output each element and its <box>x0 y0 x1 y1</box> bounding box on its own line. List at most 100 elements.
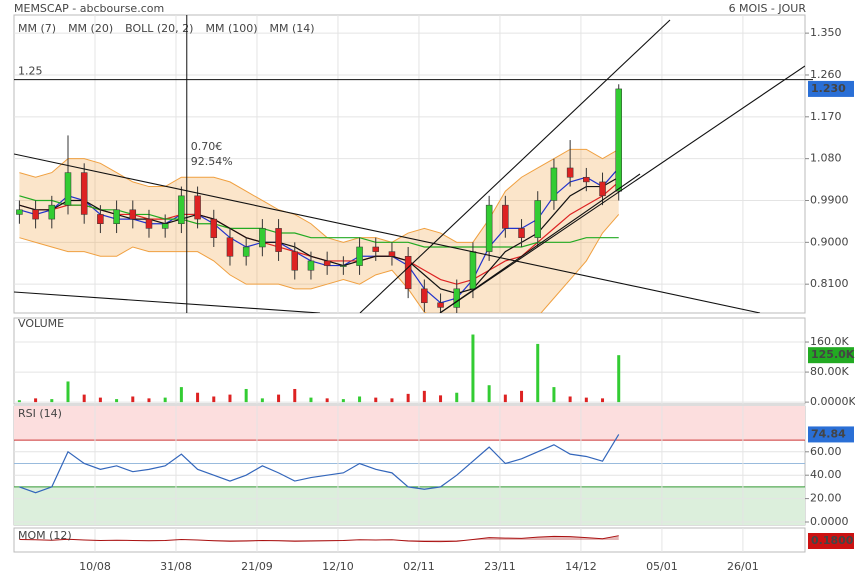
panel-title: VOLUME <box>18 317 64 330</box>
volume-bar <box>520 390 524 403</box>
volume-bar <box>179 387 183 403</box>
candle-body <box>453 288 460 308</box>
hline-label: 1.25 <box>18 65 43 78</box>
trend-line <box>439 65 805 313</box>
bollinger-upper <box>19 148 619 243</box>
candle-body <box>194 195 201 220</box>
candle-body <box>242 246 250 257</box>
y-tick-label: 160.0K <box>810 335 849 348</box>
y-tick-label: 1.260 <box>810 68 842 81</box>
x-tick-label: 14/12 <box>565 560 597 573</box>
overbought-zone <box>14 406 805 441</box>
candle-body <box>129 209 137 220</box>
volume-plot <box>17 334 621 403</box>
x-tick-label: 31/08 <box>160 560 192 573</box>
candle-body <box>356 246 363 266</box>
candle-body <box>583 176 590 183</box>
y-tick-label: 0.0000K <box>810 395 855 408</box>
candle-body <box>291 251 299 271</box>
y-tick-label: 1.080 <box>810 152 842 165</box>
volume-bar <box>17 400 21 403</box>
volume-bar <box>163 397 167 403</box>
candle-body <box>421 288 428 304</box>
last-mom-tag: 0.1800 <box>811 534 854 547</box>
trend-lines <box>14 19 805 313</box>
x-tick-label: 12/10 <box>322 560 354 573</box>
trend-line <box>359 19 671 313</box>
volume-bar <box>406 393 410 403</box>
candle-body <box>16 209 23 215</box>
panel-frame <box>13 14 806 314</box>
candle-body <box>437 302 444 308</box>
volume-bar <box>390 398 394 403</box>
legend-entry: MM (7) <box>18 22 56 35</box>
x-tick-label: 02/11 <box>403 560 435 573</box>
volume-bar <box>260 398 264 403</box>
candle-body <box>32 209 39 220</box>
candle-body <box>145 218 153 229</box>
x-tick-label: 21/09 <box>241 560 273 573</box>
y-tick-label: 60.00 <box>810 445 842 458</box>
volume-bar <box>325 398 329 403</box>
trend-line <box>439 173 641 313</box>
candle-body <box>485 204 493 252</box>
y-tick-label: 20.00 <box>810 492 842 505</box>
y-tick-label: 0.0000 <box>810 515 849 528</box>
volume-bar <box>358 396 362 403</box>
y-tick-label: 40.00 <box>810 468 842 481</box>
volume-bar <box>131 396 135 403</box>
volume-bar <box>536 343 540 403</box>
y-tick-label: 1.350 <box>810 26 842 39</box>
candle-body <box>113 209 120 224</box>
y-tick-label: 0.8100 <box>810 277 849 290</box>
volume-bar <box>617 355 621 403</box>
volume-bar <box>228 394 232 403</box>
volume-bar <box>212 396 216 403</box>
panel-title: RSI (14) <box>18 407 62 420</box>
last-price-tag: 1.230 <box>811 82 846 95</box>
x-tick-label: 23/11 <box>484 560 516 573</box>
last-rsi-tag: 74.84 <box>811 427 846 440</box>
panel-frame <box>13 527 806 553</box>
y-tick-label: 80.00K <box>810 365 849 378</box>
volume-bar <box>601 398 605 403</box>
volume-bar <box>439 395 443 403</box>
candle-body <box>566 167 574 178</box>
volume-bar <box>293 388 297 403</box>
candle-body <box>599 181 606 197</box>
volume-bar <box>34 398 38 403</box>
crosshair-text: 0.70€ <box>191 140 223 153</box>
legend-entry: BOLL (20, 2) <box>125 22 193 35</box>
candle-body <box>226 237 234 257</box>
candle-body <box>275 228 282 252</box>
volume-bar <box>552 387 556 403</box>
y-tick-label: 1.170 <box>810 110 842 123</box>
candle-body <box>64 172 72 206</box>
volume-bar <box>244 388 248 403</box>
volume-bar <box>82 394 86 403</box>
rsi-line <box>19 434 620 494</box>
candle-body <box>80 172 88 215</box>
candle-body <box>178 195 185 224</box>
volume-bar <box>374 397 378 403</box>
crosshair-text: 92.54% <box>191 155 233 168</box>
volume-bar <box>471 334 475 403</box>
panel-frame <box>13 317 806 405</box>
candle-body <box>259 228 266 248</box>
legend-entry: MM (20) <box>68 22 113 35</box>
x-tick-label: 05/01 <box>646 560 678 573</box>
oversold-zone <box>14 486 805 525</box>
y-tick-label: 0.9000 <box>810 235 849 248</box>
volume-bar <box>98 397 102 403</box>
candle-body <box>307 260 315 271</box>
plot-layer: 10/08 31/08 21/09 12/10 02/11 23/11 14/12 05/01… <box>13 14 855 573</box>
volume-bar <box>147 398 151 403</box>
last-mom-tag-box <box>808 533 854 549</box>
trend-line <box>14 153 761 313</box>
volume-bar <box>422 390 426 403</box>
volume-bar <box>487 385 491 403</box>
legend-entry: MM (14) <box>270 22 315 35</box>
x-tick-label: 26/01 <box>727 560 759 573</box>
